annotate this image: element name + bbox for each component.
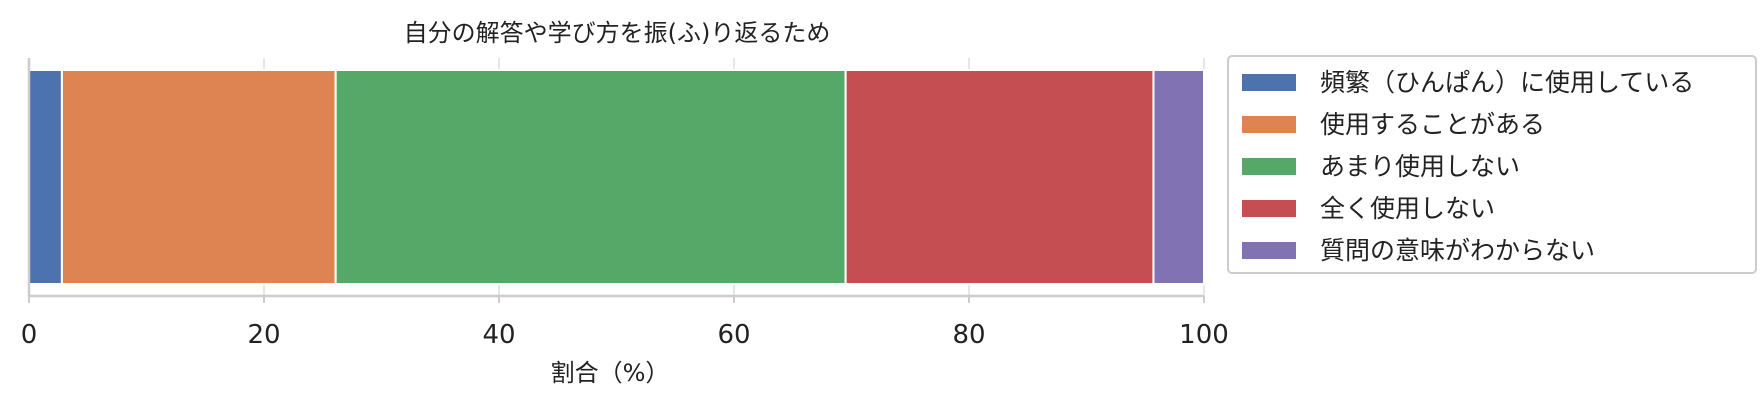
bar-segment [60, 69, 337, 285]
legend-label: 質問の意味がわからない [1320, 236, 1595, 265]
legend-label: 頻繁（ひんぱん）に使用している [1320, 68, 1694, 97]
x-tick-labels: 0 20 40 60 80 100 [21, 296, 1229, 350]
legend-swatch [1242, 200, 1296, 217]
bar-segment [1152, 69, 1205, 285]
legend-label: 全く使用しない [1320, 194, 1495, 223]
x-tick-label: 0 [21, 320, 38, 350]
legend-label: 使用することがある [1320, 110, 1545, 139]
bars [28, 69, 1205, 285]
x-tick-label: 60 [717, 320, 750, 350]
x-tick-label: 20 [247, 320, 280, 350]
x-axis-label: 割合（%） [551, 359, 670, 387]
bar-segment [28, 69, 63, 285]
legend-label: あまり使用しない [1320, 152, 1520, 181]
x-tick-label: 40 [482, 320, 515, 350]
x-tick-label: 100 [1179, 320, 1229, 350]
legend-swatch [1242, 116, 1296, 133]
bar-segment [844, 69, 1155, 285]
bar-segment [334, 69, 847, 285]
x-tick-label: 80 [952, 320, 985, 350]
legend: 頻繁（ひんぱん）に使用している使用することがあるあまり使用しない全く使用しない質… [1227, 55, 1757, 274]
legend-swatch [1242, 242, 1296, 259]
legend-box [1227, 55, 1757, 274]
chart-title: 自分の解答や学び方を振(ふ)り返るため [404, 19, 831, 47]
legend-swatch [1242, 74, 1296, 91]
legend-swatch [1242, 158, 1296, 175]
